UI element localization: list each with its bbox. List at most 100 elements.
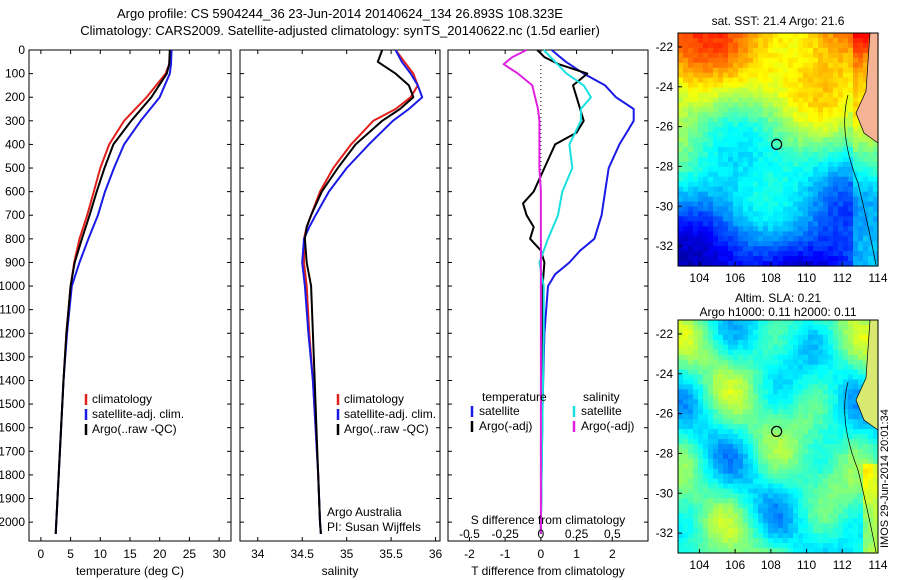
salinity-legend-label: Argo(..raw -QC) xyxy=(344,422,429,436)
salinity-series-satellite-adj-clim xyxy=(301,49,424,534)
difference-top-tick-label: 0 xyxy=(538,527,545,541)
difference-axes-box xyxy=(447,49,649,542)
sla-map-lon-label: 106 xyxy=(725,558,745,572)
temperature-series-climatology xyxy=(54,49,172,534)
difference-xtick-label: 0 xyxy=(538,547,545,561)
sst-map-lon-label: 112 xyxy=(833,271,852,285)
sst-map-title: sat. SST: 21.4 Argo: 21.6 xyxy=(712,14,845,28)
difference-top-tick-label: 0.5 xyxy=(604,527,621,541)
sla-map-lat-label: -30 xyxy=(656,486,674,500)
sla-map-lon-label: 110 xyxy=(797,558,816,572)
salinity-xlabel: salinity xyxy=(322,564,359,578)
temperature-xtick-label: 0 xyxy=(38,547,45,561)
temperature-xtick-label: 15 xyxy=(123,547,137,561)
temperature-xtick-label: 10 xyxy=(94,547,108,561)
difference-xlabel: T difference from climatology xyxy=(471,564,625,578)
difference-xtick-label: 2 xyxy=(609,547,616,561)
temperature-series-argo-raw-qc xyxy=(54,49,171,534)
sla-map-field xyxy=(678,320,879,554)
sla-map-frame xyxy=(677,319,879,554)
temperature-xtick-label: 30 xyxy=(212,547,226,561)
salinity-legend-label: climatology xyxy=(344,392,404,406)
diff-legend-t-satellite-label: satellite xyxy=(479,404,520,418)
diff-legend-s-satellite-label: satellite xyxy=(581,404,622,418)
figure-title-line-2: Climatology: CARS2009. Satellite-adjuste… xyxy=(80,23,600,38)
sla-map-lat-label: -22 xyxy=(656,327,674,341)
depth-tick-label: 1000 xyxy=(0,279,25,293)
salinity-xtick-label: 36 xyxy=(429,547,443,561)
sst-map-lat-label: -22 xyxy=(656,40,674,54)
depth-tick-label: 1400 xyxy=(0,373,25,387)
sst-map-lon-label: 106 xyxy=(725,271,745,285)
sst-map-field xyxy=(678,33,879,267)
sst-map-lat-label: -26 xyxy=(656,120,674,134)
sla-map-lon-label: 104 xyxy=(689,558,709,572)
salinity-series-argo-raw-qc xyxy=(303,49,415,534)
depth-tick-label: 500 xyxy=(5,161,25,175)
depth-tick-label: 1600 xyxy=(0,421,25,435)
sla-map-lat-label: -24 xyxy=(656,367,674,381)
depth-tick-label: 100 xyxy=(5,67,25,81)
annotation-line-1: Argo Australia xyxy=(327,505,402,519)
depth-tick-label: 0 xyxy=(18,43,25,57)
sla-map-isobath xyxy=(844,381,877,553)
difference-top-tick-label: -0.25 xyxy=(491,527,519,541)
sla-map-title-line-2: Argo h1000: 0.11 h2000: 0.11 xyxy=(699,305,856,319)
sla-map-lat-label: -28 xyxy=(656,446,674,460)
sst-map-lon-label: 110 xyxy=(797,271,816,285)
temperature-xtick-label: 5 xyxy=(67,547,74,561)
difference-series-s-argo-adj xyxy=(502,49,542,534)
temperature-legend-label: climatology xyxy=(92,392,152,406)
sla-map-lon-label: 112 xyxy=(833,558,852,572)
sla-map-lat-label: -32 xyxy=(656,526,674,540)
annotation-line-2: PI: Susan Wijffels xyxy=(327,520,421,534)
depth-tick-label: 700 xyxy=(5,208,25,222)
sst-map-profile-marker xyxy=(771,138,783,150)
depth-tick-label: 1700 xyxy=(0,444,25,458)
temperature-legend-label: Argo(..raw -QC) xyxy=(92,422,177,436)
temperature-legend-label: satellite-adj. clim. xyxy=(92,407,184,421)
salinity-xtick-label: 35.5 xyxy=(379,547,403,561)
sst-map-isobath xyxy=(844,94,877,266)
depth-tick-label: 1200 xyxy=(0,326,25,340)
depth-tick-label: 400 xyxy=(5,137,25,151)
difference-series-s-satellite xyxy=(538,49,592,534)
sst-map-lon-label: 114 xyxy=(868,271,887,285)
difference-top-axis-label: S difference from climatology xyxy=(471,513,626,527)
sla-map-lon-label: 114 xyxy=(868,558,887,572)
difference-legend-temperature-heading: temperature xyxy=(482,390,547,404)
sst-map-lat-label: -24 xyxy=(656,80,674,94)
salinity-series-climatology xyxy=(303,49,419,534)
diff-legend-t-argo-label: Argo(-adj) xyxy=(479,419,532,433)
salinity-xtick-label: 34 xyxy=(251,547,265,561)
sst-map-frame xyxy=(677,32,879,267)
difference-legend-salinity-heading: salinity xyxy=(583,390,620,404)
temperature-xlabel: temperature (deg C) xyxy=(76,564,184,578)
sst-map-lat-label: -30 xyxy=(656,199,674,213)
sst-map-lon-label: 108 xyxy=(761,271,781,285)
temperature-xtick-label: 20 xyxy=(153,547,167,561)
sla-map-lon-label: 108 xyxy=(761,558,781,572)
sst-map-lat-label: -32 xyxy=(656,239,674,253)
sst-map-lon-label: 104 xyxy=(689,271,709,285)
temperature-xtick-label: 25 xyxy=(183,547,197,561)
sla-map-lat-label: -26 xyxy=(656,407,674,421)
depth-tick-label: 200 xyxy=(5,90,25,104)
difference-xtick-label: -1 xyxy=(500,547,511,561)
depth-tick-label: 1800 xyxy=(0,468,25,482)
salinity-xtick-label: 35 xyxy=(340,547,354,561)
sla-map-profile-marker xyxy=(771,425,783,437)
figure-title-line-1: Argo profile: CS 5904244_36 23-Jun-2014 … xyxy=(117,6,563,21)
temperature-series-satellite-adj-clim xyxy=(54,49,173,534)
imos-timestamp: IMOS 29-Jun-2014 20:01:34 xyxy=(879,409,891,548)
sla-map-title-line-1: Altim. SLA: 0.21 xyxy=(735,291,821,305)
difference-series-t-argo-adj xyxy=(522,49,589,534)
salinity-axes-box xyxy=(239,49,441,542)
difference-series-t-satellite xyxy=(539,49,635,534)
depth-tick-label: 1300 xyxy=(0,350,25,364)
diff-legend-s-argo-label: Argo(-adj) xyxy=(581,419,634,433)
depth-tick-label: 2000 xyxy=(0,515,25,529)
difference-top-tick-label: -0.5 xyxy=(459,527,480,541)
difference-xtick-label: 1 xyxy=(573,547,580,561)
